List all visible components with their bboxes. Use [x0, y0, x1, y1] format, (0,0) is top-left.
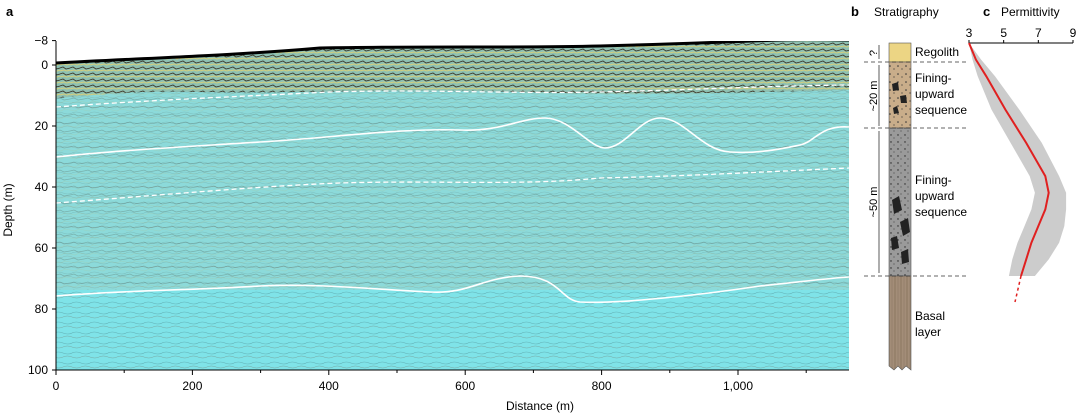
clasts — [891, 82, 910, 264]
permittivity-curve — [968, 42, 1050, 277]
y-tick-label: 100 — [28, 363, 48, 377]
panel-c: c Permittivity 3 5 7 9 — [966, 4, 1077, 303]
unit-label-upper-1: Fining- — [915, 71, 952, 85]
x-tick-label: 1,000 — [723, 379, 753, 393]
panel-c-label: c — [983, 4, 990, 19]
unit-label-upper-2: upward — [915, 87, 954, 101]
y-tick-label: 80 — [35, 302, 49, 316]
boundary-dashed-lower — [56, 167, 849, 204]
unit-label-upper-3: sequence — [915, 103, 967, 117]
permittivity-tick-label: 9 — [1070, 26, 1077, 40]
upper-fining-upward-unit — [888, 61, 912, 129]
x-tick-label: 0 — [53, 379, 60, 393]
thickness-label-regolith: ? — [868, 50, 880, 56]
regolith-unit — [888, 42, 912, 63]
radargram-mid-texture — [56, 90, 849, 290]
permittivity-tick-label: 7 — [1035, 26, 1042, 40]
panel-c-title: Permittivity — [1001, 5, 1060, 19]
radargram — [56, 40, 849, 370]
y-tick-label: 20 — [35, 119, 49, 133]
x-tick-label: 200 — [182, 379, 202, 393]
sky-area — [56, 40, 849, 41]
ground-surface-line — [56, 41, 849, 65]
unit-label-lower-2: upward — [915, 189, 954, 203]
sky-mask — [56, 41, 849, 63]
permittivity-curve-extension — [1014, 275, 1022, 303]
y-tick-label: 0 — [41, 58, 48, 72]
boundary-solid-lower — [56, 275, 849, 304]
x-tick-label: 400 — [319, 379, 339, 393]
unit-label-basal-1: Basal — [915, 309, 945, 323]
panel-b: b Stratigraphy ? ~20 m ~50 m Regolith — [851, 4, 967, 371]
panel-b-label: b — [851, 4, 859, 19]
surface-reflection-band — [56, 41, 849, 98]
x-tick-label: 800 — [592, 379, 612, 393]
y-tick-label: −8 — [34, 34, 48, 48]
x-axis-ticks: 0 200 400 600 800 1,000 — [53, 370, 807, 393]
basal-layer-unit — [888, 275, 912, 371]
thickness-label-lower: ~50 m — [868, 187, 880, 218]
panel-b-title: Stratigraphy — [874, 5, 939, 19]
unit-label-lower-1: Fining- — [915, 173, 952, 187]
x-tick-label: 600 — [455, 379, 475, 393]
thickness-label-upper: ~20 m — [868, 81, 880, 112]
panel-a-label: a — [6, 4, 14, 19]
y-axis-ticks: −8 0 20 40 60 80 100 — [28, 34, 56, 377]
y-axis-label: Depth (m) — [1, 183, 15, 236]
y-tick-label: 40 — [35, 180, 49, 194]
y-tick-label: 60 — [35, 241, 49, 255]
permittivity-axis-ticks: 3 5 7 9 — [966, 26, 1077, 43]
boundary-solid-upper — [56, 117, 849, 158]
unit-label-lower-3: sequence — [915, 205, 967, 219]
permittivity-tick-label: 5 — [1000, 26, 1007, 40]
panel-a: a −8 0 20 40 60 80 100 0 200 400 600 800 1,000 Dist… — [1, 4, 849, 413]
boundary-dashed-upper — [56, 84, 849, 108]
unit-label-regolith: Regolith — [915, 45, 959, 59]
permittivity-uncertainty-band — [969, 43, 1067, 276]
x-axis-label: Distance (m) — [506, 399, 574, 413]
permittivity-tick-label: 3 — [966, 26, 973, 40]
unit-label-basal-2: layer — [915, 325, 941, 339]
